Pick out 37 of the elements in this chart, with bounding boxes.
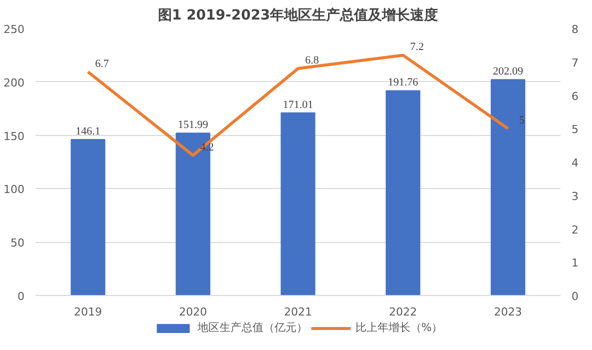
y2-tick-label: 4 [572,156,578,170]
y-tick-label: 250 [4,23,25,36]
data-label: 6.7 [95,58,110,70]
data-label: 191.76 [388,76,419,89]
x-tick-label: 2020 [179,306,208,318]
y-tick-label: 50 [10,236,25,250]
y-tick-label: 150 [4,130,25,143]
data-label: 171.01 [282,98,314,111]
y2-tick-label: 3 [572,190,578,203]
data-label: 6.8 [305,54,320,67]
bar [490,79,526,296]
x-tick-label: 2021 [284,306,312,318]
y2-tick-label: 1 [572,256,578,270]
y2-tick-label: 8 [572,23,578,36]
x-tick-label: 2022 [389,306,418,318]
y2-tick-label: 0 [572,290,578,303]
data-label: 202.09 [492,66,524,78]
data-label: 7.2 [410,41,424,54]
legend-label: 比上年增长（%） [355,320,443,335]
y-tick-label: 0 [18,290,24,303]
bar [280,112,316,296]
data-label: 4.2 [200,141,214,154]
y-tick-label: 200 [4,76,25,90]
y-tick-label: 100 [4,183,25,196]
x-tick-label: 2023 [494,306,522,318]
data-label: 146.1 [76,125,100,138]
y2-tick-label: 7 [572,56,578,70]
data-label: 5 [519,114,526,127]
chart-title: 图1 2019-2023年地区生产总值及增长速度 [158,6,438,24]
bar [386,90,420,296]
data-label: 151.99 [178,119,209,132]
y2-tick-label: 5 [572,123,578,136]
x-tick-label: 2019 [74,306,102,318]
y2-tick-label: 2 [572,223,578,236]
legend-label: 地区生产总值（亿元） [197,320,308,335]
y2-tick-label: 6 [572,90,578,103]
bar [70,138,106,296]
